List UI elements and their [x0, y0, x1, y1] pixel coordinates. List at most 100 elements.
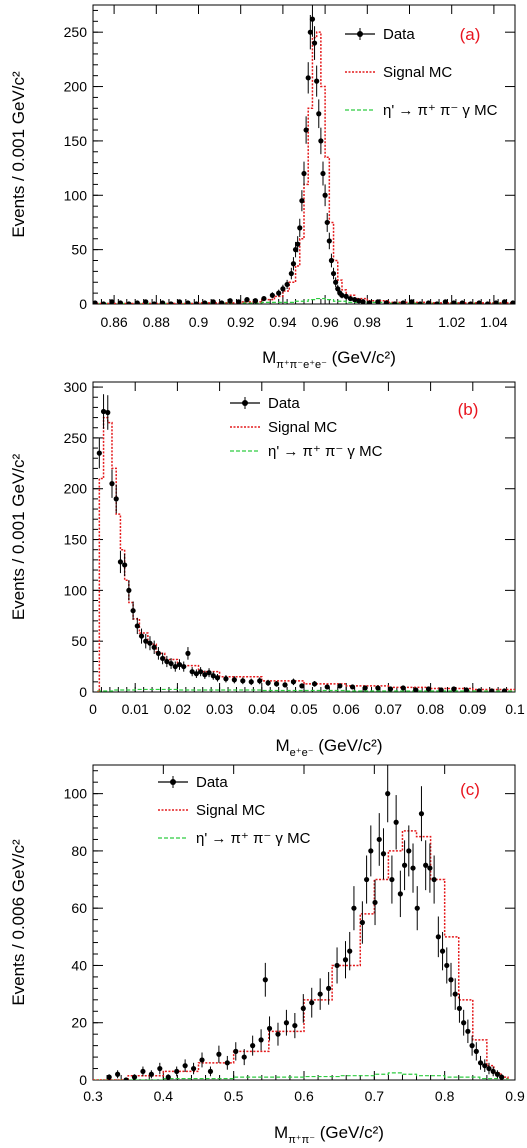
y-tick-label: 0: [79, 1072, 87, 1088]
data-point: [168, 301, 174, 304]
data-marker: [372, 899, 378, 906]
chart-panel-c: 0.3 0.4 0.5 0.6 0.7 0.8 0.9 0 20 40 60 80 100 Events …: [9, 764, 525, 1146]
data-marker: [258, 1037, 264, 1043]
data-marker: [392, 301, 398, 304]
data-point: [439, 931, 446, 971]
data-point: [387, 686, 394, 692]
y-tick-label: 250: [64, 24, 88, 40]
data-point: [140, 1066, 146, 1077]
data-marker: [425, 686, 432, 692]
data-point: [309, 5, 316, 37]
data-marker: [337, 683, 343, 689]
data-marker: [284, 281, 290, 288]
data-marker: [219, 300, 225, 304]
data-point: [333, 277, 339, 288]
data-marker: [297, 225, 303, 231]
data-point: [316, 99, 322, 129]
x-tick-label: 0.1: [505, 701, 525, 717]
data-marker: [147, 640, 153, 646]
data-point: [318, 127, 324, 155]
data-point: [300, 994, 306, 1023]
data-marker: [122, 562, 128, 568]
x-tick-label: 0.9: [189, 314, 209, 330]
data-marker: [452, 991, 458, 997]
data-point: [147, 636, 153, 651]
data-point: [414, 886, 420, 931]
data-point: [324, 684, 330, 690]
x-axis-title-subscript: e⁺e⁻: [290, 747, 314, 759]
data-marker: [448, 977, 454, 983]
data-point: [182, 1059, 188, 1072]
x-axis-title: Me⁺e⁻ (GeV/c²): [276, 736, 383, 759]
data-point: [283, 1009, 290, 1036]
data-marker: [172, 663, 178, 670]
data-marker: [276, 290, 282, 296]
data-marker: [347, 948, 353, 954]
data-point: [109, 469, 115, 498]
data-marker: [393, 819, 399, 825]
data-point: [126, 580, 132, 601]
y-tick-label: 60: [71, 900, 87, 916]
data-marker: [115, 1071, 121, 1077]
data-marker: [400, 685, 406, 691]
data-marker: [307, 29, 313, 35]
data-point: [303, 116, 309, 144]
data-point: [376, 813, 382, 866]
data-marker: [375, 299, 381, 304]
data-marker: [190, 1065, 197, 1072]
data-point: [155, 647, 162, 660]
data-marker: [375, 685, 381, 691]
panel-label: (c): [460, 780, 480, 799]
y-tick-label: 50: [71, 633, 87, 649]
data-marker: [244, 297, 250, 303]
data-point: [494, 1070, 501, 1079]
data-marker: [456, 1005, 463, 1012]
data-point: [320, 161, 326, 186]
data-point: [368, 825, 374, 877]
data-point: [359, 901, 365, 944]
data-point: [343, 293, 349, 300]
data-marker: [193, 301, 199, 304]
data-marker: [280, 286, 286, 292]
data-marker: [275, 1031, 281, 1037]
plot-area: [93, 5, 515, 304]
data-point: [400, 300, 406, 304]
data-point: [258, 1029, 264, 1051]
data-point: [299, 683, 305, 689]
data-point: [123, 1077, 129, 1080]
x-tick-label: 0.6: [294, 1088, 314, 1104]
data-point: [459, 300, 465, 304]
data-marker: [227, 298, 233, 304]
legend: Data Signal MC η' → π⁺ π⁻ γ MC: [345, 26, 498, 119]
data-marker: [231, 677, 237, 683]
data-marker: [376, 836, 382, 843]
data-marker: [463, 687, 470, 692]
data-marker: [409, 299, 415, 304]
data-point: [347, 295, 354, 302]
data-point: [510, 300, 515, 304]
data-point: [309, 987, 315, 1018]
data-point: [134, 617, 140, 635]
data-point: [284, 279, 290, 289]
data-point: [330, 267, 337, 280]
data-marker: [387, 686, 394, 692]
data-point: [393, 795, 399, 850]
data-point: [143, 633, 149, 649]
data-point: [339, 292, 345, 299]
y-tick-label: 80: [71, 843, 87, 859]
data-marker: [216, 1051, 222, 1057]
data-point: [484, 301, 491, 304]
data-marker: [164, 658, 170, 665]
data-point: [311, 26, 318, 60]
data-point: [227, 298, 233, 304]
data-marker: [438, 687, 444, 692]
data-point: [451, 686, 457, 692]
data-point: [501, 299, 508, 304]
data-point: [468, 301, 474, 304]
data-point: [269, 292, 275, 299]
data-marker: [117, 559, 124, 565]
data-point: [363, 855, 370, 904]
data-marker: [155, 650, 162, 656]
data-point: [397, 870, 403, 918]
